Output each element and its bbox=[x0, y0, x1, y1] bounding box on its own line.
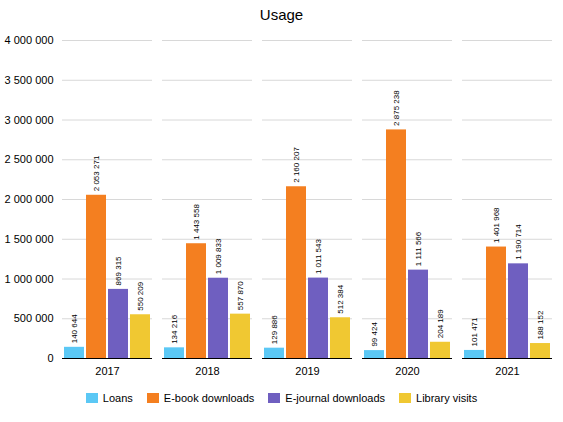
svg-text:2 000 000: 2 000 000 bbox=[5, 193, 54, 205]
svg-text:1 111 566: 1 111 566 bbox=[414, 231, 423, 266]
svg-text:0: 0 bbox=[47, 352, 53, 364]
svg-text:2020: 2020 bbox=[395, 365, 419, 377]
svg-text:188 152: 188 152 bbox=[536, 310, 545, 339]
svg-text:129 886: 129 886 bbox=[270, 315, 279, 344]
svg-text:99 424: 99 424 bbox=[370, 322, 379, 347]
html-text:E-journal downloads: E-journal downloads bbox=[285, 392, 385, 404]
svg-text:2 053 271: 2 053 271 bbox=[92, 155, 101, 191]
svg-text:1 009 833: 1 009 833 bbox=[214, 238, 223, 274]
svg-text:869 315: 869 315 bbox=[114, 256, 123, 285]
svg-text:1 000 000: 1 000 000 bbox=[5, 273, 54, 285]
svg-text:2 160 207: 2 160 207 bbox=[292, 147, 301, 183]
html-text:E-book downloads: E-book downloads bbox=[163, 392, 255, 404]
svg-text:134 216: 134 216 bbox=[170, 314, 179, 343]
svg-text:3 500 000: 3 500 000 bbox=[5, 74, 54, 86]
svg-text:4 000 000: 4 000 000 bbox=[5, 34, 54, 46]
svg-text:204 189: 204 189 bbox=[436, 309, 445, 338]
svg-text:2 500 000: 2 500 000 bbox=[5, 153, 54, 165]
svg-text:3 000 000: 3 000 000 bbox=[5, 114, 54, 126]
svg-text:2021: 2021 bbox=[495, 365, 519, 377]
svg-text:500 000: 500 000 bbox=[14, 312, 54, 324]
svg-text:1 011 543: 1 011 543 bbox=[314, 239, 323, 275]
svg-text:2019: 2019 bbox=[295, 365, 319, 377]
svg-text:550 209: 550 209 bbox=[136, 281, 145, 310]
svg-text:512 384: 512 384 bbox=[336, 284, 345, 313]
svg-text:1 401 968: 1 401 968 bbox=[492, 207, 501, 243]
svg-text:101 471: 101 471 bbox=[470, 317, 479, 346]
svg-text:1 500 000: 1 500 000 bbox=[5, 233, 54, 245]
html-text:Library visits: Library visits bbox=[416, 392, 478, 404]
svg-text:557 870: 557 870 bbox=[236, 281, 245, 310]
svg-text:1 190 714: 1 190 714 bbox=[514, 224, 523, 260]
html-text:Usage: Usage bbox=[259, 6, 304, 23]
html-text:Loans: Loans bbox=[102, 392, 133, 404]
svg-text:2 875 238: 2 875 238 bbox=[392, 90, 401, 126]
svg-text:1 443 558: 1 443 558 bbox=[192, 204, 201, 240]
svg-text:2018: 2018 bbox=[195, 365, 219, 377]
svg-text:2017: 2017 bbox=[95, 365, 119, 377]
svg-text:140 644: 140 644 bbox=[70, 314, 79, 343]
